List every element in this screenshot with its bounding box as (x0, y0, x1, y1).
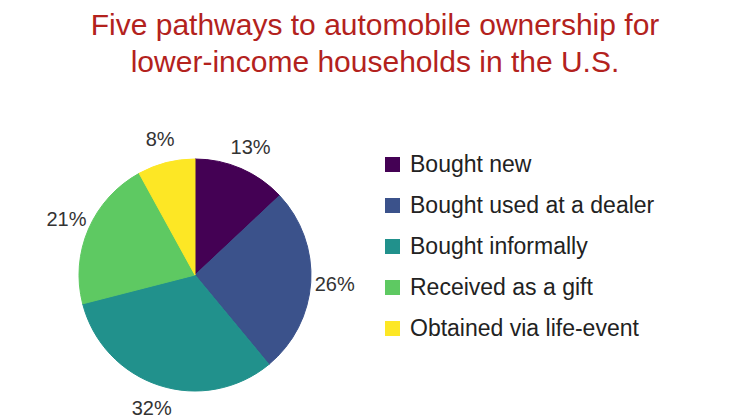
html-text:Bought new: Bought new (410, 151, 532, 177)
svg-text:8%: 8% (146, 128, 175, 150)
html-text:Bought informally: Bought informally (410, 233, 588, 259)
svg-text:21%: 21% (46, 208, 86, 230)
html-text:Obtained via life-event: Obtained via life-event (410, 315, 639, 341)
svg-text:13%: 13% (231, 136, 271, 158)
html-text:Five pathways to automobile ow: Five pathways to automobile ownership fo… (90, 8, 660, 78)
svg-text:26%: 26% (315, 273, 355, 295)
svg-text:32%: 32% (132, 397, 172, 419)
html-text:Bought used at a dealer: Bought used at a dealer (410, 192, 655, 218)
html-text:Received as a gift: Received as a gift (410, 274, 593, 300)
